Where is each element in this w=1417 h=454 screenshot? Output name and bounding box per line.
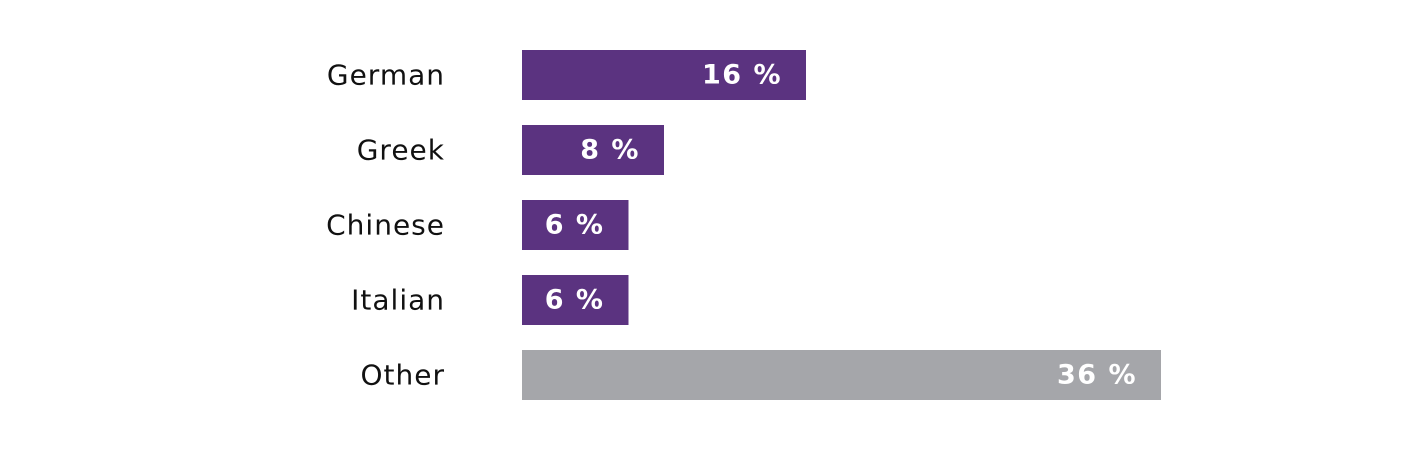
category-label-german: German [327,59,445,92]
category-label-other: Other [360,359,445,392]
bar-greek [522,125,664,175]
bar-german [522,50,806,100]
value-label-chinese: 6 % [545,210,605,241]
category-label-chinese: Chinese [326,209,445,242]
bar-other [522,350,1161,400]
value-label-greek: 8 % [580,135,640,166]
bar-chinese [522,200,629,250]
category-label-greek: Greek [357,134,445,167]
value-label-other: 36 % [1057,360,1137,391]
value-label-german: 16 % [702,60,782,91]
bar-italian [522,275,629,325]
category-label-italian: Italian [351,284,445,317]
value-label-italian: 6 % [545,285,605,316]
